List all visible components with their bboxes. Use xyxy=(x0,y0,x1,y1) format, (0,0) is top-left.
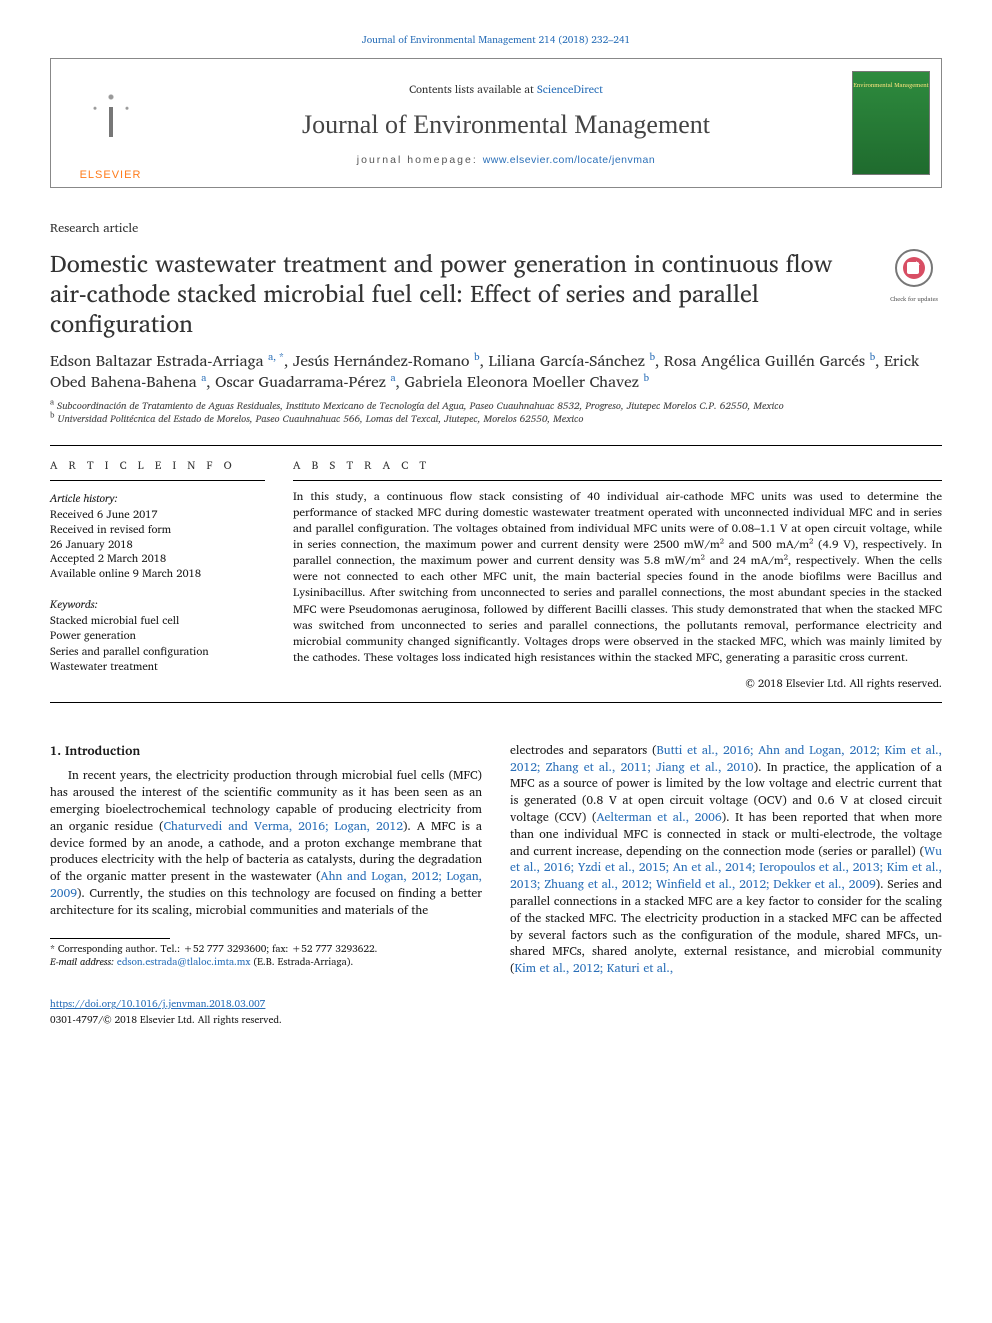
homepage-link[interactable]: www.elsevier.com/locate/jenvman xyxy=(483,154,655,166)
doi-link[interactable]: https://doi.org/10.1016/j.jenvman.2018.0… xyxy=(50,996,265,1012)
keywords-body: Stacked microbial fuel cellPower generat… xyxy=(50,613,265,675)
rule xyxy=(50,480,265,481)
article-title: Domestic wastewater treatment and power … xyxy=(50,248,886,338)
page-footer: https://doi.org/10.1016/j.jenvman.2018.0… xyxy=(50,996,942,1028)
article-info: A R T I C L E I N F O Article history: R… xyxy=(50,456,265,692)
header-center: Contents lists available at ScienceDirec… xyxy=(171,59,841,187)
affiliations: a Subcoordinación de Tratamiento de Agua… xyxy=(50,400,942,427)
authors: Edson Baltazar Estrada-Arriaga a, *, Jes… xyxy=(50,350,942,392)
history-body: Received 6 June 2017Received in revised … xyxy=(50,507,265,581)
homepage-prefix: journal homepage: xyxy=(357,154,483,166)
section-heading: 1. Introduction xyxy=(50,743,482,761)
email-suffix: (E.B. Estrada-Arriaga). xyxy=(250,954,353,970)
corresponding-footnote: * Corresponding author. Tel.: +52 777 32… xyxy=(50,943,482,969)
contents-prefix: Contents lists available at xyxy=(409,80,537,98)
abstract-text: In this study, a continuous flow stack c… xyxy=(293,489,942,666)
publisher-block: ELSEVIER xyxy=(51,59,171,187)
check-updates-icon xyxy=(894,248,934,288)
abstract-copyright: © 2018 Elsevier Ltd. All rights reserved… xyxy=(293,674,942,692)
rule xyxy=(293,480,942,481)
citation-link[interactable]: Kim et al., 2012; Katuri et al., xyxy=(515,959,674,978)
elsevier-tree-icon xyxy=(71,67,151,142)
body-columns: 1. Introduction In recent years, the ele… xyxy=(50,743,942,978)
email-label: E-mail address: xyxy=(50,954,117,970)
email-line: E-mail address: edson.estrada@tlaloc.imt… xyxy=(50,956,482,969)
cover-thumb-container: Environmental Management xyxy=(841,59,941,187)
cover-text: Environmental Management xyxy=(853,80,928,90)
body-text: ). Currently, the studies on this techno… xyxy=(50,884,482,920)
email-link[interactable]: edson.estrada@tlaloc.imta.mx xyxy=(117,954,251,970)
journal-name: Journal of Environmental Management xyxy=(302,110,710,140)
rule xyxy=(50,702,942,703)
contents-line: Contents lists available at ScienceDirec… xyxy=(409,80,603,98)
journal-reference: Journal of Environmental Management 214 … xyxy=(50,32,942,48)
check-updates-badge[interactable]: Check for updates xyxy=(886,248,942,302)
abstract-heading: A B S T R A C T xyxy=(293,456,942,474)
check-updates-text: Check for updates xyxy=(886,296,942,302)
body-para: electrodes and separators (Butti et al.,… xyxy=(510,743,942,978)
rule xyxy=(50,445,942,446)
journal-header: ELSEVIER Contents lists available at Sci… xyxy=(50,58,942,188)
publisher-name: ELSEVIER xyxy=(80,169,142,181)
article-info-heading: A R T I C L E I N F O xyxy=(50,456,265,474)
footnote-rule xyxy=(50,938,170,939)
journal-cover-icon: Environmental Management xyxy=(852,71,930,175)
sciencedirect-link[interactable]: ScienceDirect xyxy=(537,80,603,98)
issn-line: 0301-4797/© 2018 Elsevier Ltd. All right… xyxy=(50,1012,942,1028)
article-type: Research article xyxy=(50,218,942,238)
abstract: A B S T R A C T In this study, a continu… xyxy=(293,456,942,692)
homepage-line: journal homepage: www.elsevier.com/locat… xyxy=(357,154,655,166)
body-para: In recent years, the electricity product… xyxy=(50,768,482,919)
